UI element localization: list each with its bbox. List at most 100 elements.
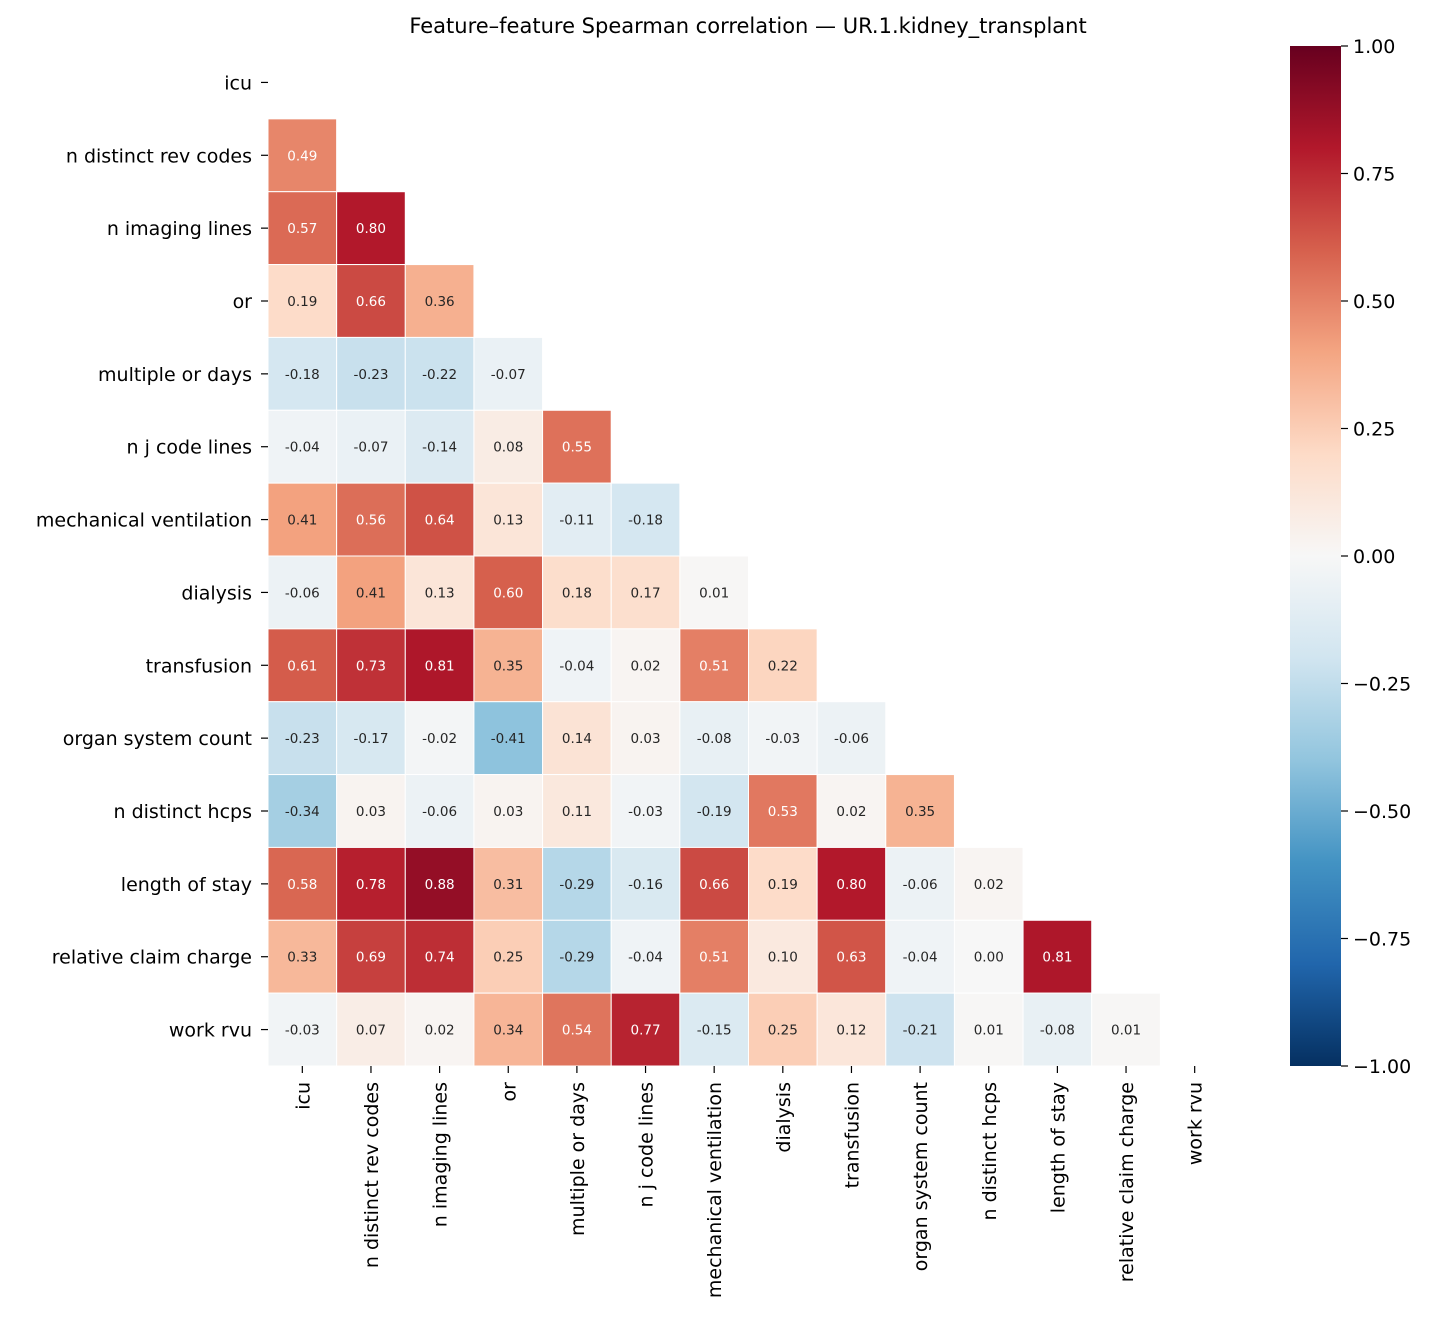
cell-value-label: -0.04 <box>559 658 594 674</box>
cell-value-label: -0.41 <box>491 731 526 747</box>
heatmap-cell: 0.54 <box>542 992 612 1067</box>
heatmap-cell: 0.60 <box>473 555 544 630</box>
heatmap-cell: 0.01 <box>1091 992 1161 1067</box>
cell-value-label: -0.29 <box>559 877 594 893</box>
cell-value-label: 0.02 <box>631 658 661 674</box>
heatmap-cell: 0.33 <box>267 919 338 994</box>
cell-rect <box>336 409 406 484</box>
col-label: length of stay <box>1047 1082 1069 1213</box>
cell-value-label: -0.06 <box>834 731 869 747</box>
cell-value-label: -0.06 <box>903 877 938 893</box>
cell-value-label: 0.19 <box>287 294 317 310</box>
heatmap-cell: 0.57 <box>267 191 338 266</box>
heatmap-cell: -0.08 <box>1022 992 1093 1067</box>
cell-value-label: -0.23 <box>285 731 320 747</box>
heatmap-cell: -0.04 <box>542 628 612 703</box>
cell-value-label: -0.08 <box>697 731 732 747</box>
cell-value-label: -0.07 <box>353 440 388 456</box>
heatmap-cell: 0.00 <box>953 919 1024 994</box>
cell-value-label: 0.17 <box>631 585 661 601</box>
cell-value-label: 0.12 <box>836 1023 866 1039</box>
cell-value-label: 0.14 <box>562 731 592 747</box>
cell-rect <box>267 118 338 193</box>
cell-rect <box>679 919 749 994</box>
cell-rect <box>336 191 406 266</box>
cell-rect <box>542 482 612 557</box>
heatmap-cell: 0.55 <box>542 409 612 484</box>
cell-rect <box>336 701 406 776</box>
cell-value-label: 0.03 <box>631 731 661 747</box>
cell-value-label: 0.33 <box>287 950 317 966</box>
cell-rect <box>1091 992 1161 1067</box>
cell-rect <box>748 628 818 703</box>
cell-value-label: -0.08 <box>1040 1023 1075 1039</box>
heatmap-cell: -0.22 <box>404 336 475 411</box>
cell-value-label: 0.88 <box>425 877 455 893</box>
heatmap-cell: 0.61 <box>267 628 338 703</box>
cell-value-label: -0.22 <box>422 367 457 383</box>
col-label: dialysis <box>773 1082 795 1153</box>
colorbar <box>1290 46 1341 1066</box>
cell-value-label: 0.19 <box>768 877 798 893</box>
col-label: transfusion <box>841 1082 863 1188</box>
cell-rect <box>473 336 544 411</box>
cell-value-label: -0.23 <box>353 367 388 383</box>
heatmap-cell: 0.81 <box>1022 919 1093 994</box>
cell-value-label: 0.41 <box>356 585 386 601</box>
cell-value-label: 0.01 <box>699 585 729 601</box>
cell-value-label: 0.80 <box>356 221 386 237</box>
cell-rect <box>679 992 749 1067</box>
cell-rect <box>404 992 475 1067</box>
heatmap-cell: -0.19 <box>679 774 749 848</box>
cell-rect <box>816 701 887 776</box>
heatmap-cell: 0.17 <box>610 555 681 630</box>
cell-rect <box>267 191 338 266</box>
heatmap-cell: 0.53 <box>748 774 818 848</box>
cell-value-label: -0.34 <box>285 804 320 820</box>
chart-title: Feature–feature Spearman correlation — U… <box>409 14 1086 39</box>
heatmap-cell: -0.03 <box>748 701 818 776</box>
colorbar-tick-label: −0.50 <box>1353 801 1411 823</box>
cell-rect <box>816 774 887 848</box>
heatmap-cell: -0.15 <box>679 992 749 1067</box>
heatmap-cell: 0.14 <box>542 701 612 776</box>
colorbar-tick-label: −0.75 <box>1353 929 1411 951</box>
cell-rect <box>336 774 406 848</box>
heatmap-cell: -0.18 <box>267 336 338 411</box>
heatmap-cell: 0.41 <box>267 482 338 557</box>
cell-value-label: -0.07 <box>491 367 526 383</box>
cell-rect <box>267 555 338 630</box>
heatmap-cell: 0.64 <box>404 482 475 557</box>
cell-value-label: -0.06 <box>422 804 457 820</box>
cell-value-label: 0.34 <box>493 1023 523 1039</box>
cell-value-label: 0.63 <box>836 950 866 966</box>
row-label: n j code lines <box>127 437 252 459</box>
cell-value-label: 0.57 <box>287 221 317 237</box>
row-label: relative claim charge <box>52 947 252 969</box>
cell-value-label: -0.15 <box>697 1023 732 1039</box>
heatmap-cell: -0.07 <box>336 409 406 484</box>
heatmap-cell: -0.41 <box>473 701 544 776</box>
cell-value-label: 0.35 <box>493 658 523 674</box>
heatmap-cell: -0.23 <box>267 701 338 776</box>
cell-rect <box>473 482 544 557</box>
cell-value-label: 0.35 <box>905 804 935 820</box>
cell-value-label: 0.81 <box>425 658 455 674</box>
heatmap-cell: -0.21 <box>885 992 955 1067</box>
cell-value-label: 0.66 <box>699 877 729 893</box>
heatmap-cell: 0.51 <box>679 919 749 994</box>
heatmap-cell: 0.78 <box>336 846 406 921</box>
colorbar-tick-label: 1.00 <box>1353 36 1395 58</box>
col-label: n imaging lines <box>430 1082 452 1227</box>
cell-value-label: -0.04 <box>628 950 663 966</box>
cell-value-label: -0.04 <box>285 440 320 456</box>
cell-value-label: -0.04 <box>903 950 938 966</box>
cell-value-label: -0.03 <box>628 804 663 820</box>
heatmap-cell: -0.08 <box>679 701 749 776</box>
cell-value-label: -0.29 <box>559 950 594 966</box>
heatmap-cell: -0.03 <box>267 992 338 1067</box>
heatmap-cell: 0.35 <box>473 628 544 703</box>
heatmap-cell: 0.41 <box>336 555 406 630</box>
cell-value-label: 0.02 <box>974 877 1004 893</box>
heatmap-cell: -0.06 <box>404 774 475 848</box>
